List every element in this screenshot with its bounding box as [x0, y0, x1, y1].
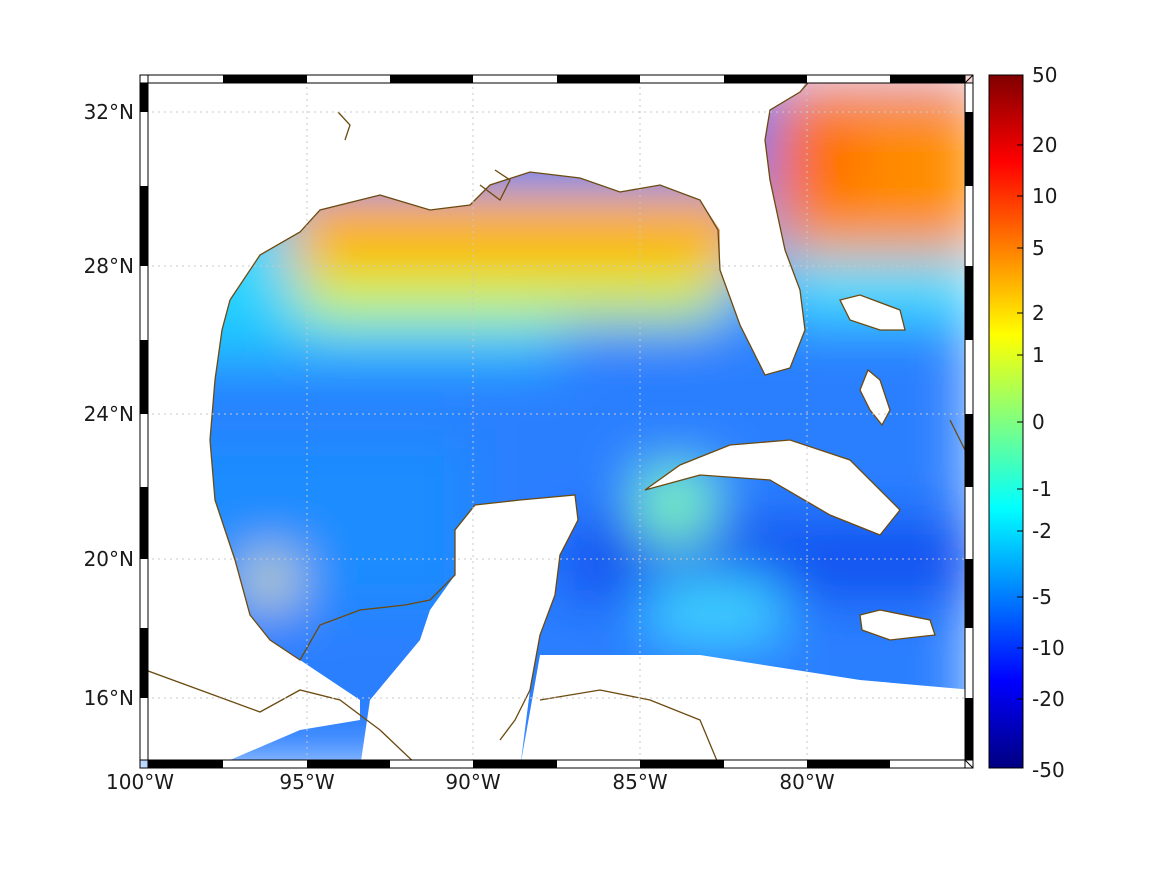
x-tick-label: 85°W	[612, 770, 667, 794]
colorbar-label: 20	[1032, 133, 1057, 157]
colorbar-label: 1	[1032, 343, 1045, 367]
colorbar-ticks	[1017, 144, 1023, 700]
colorbar-label: -10	[1032, 636, 1065, 660]
x-tick-label: 80°W	[779, 770, 834, 794]
colorbar-label: 50	[1032, 63, 1057, 87]
colorbar-label: -2	[1032, 519, 1052, 543]
map-frame	[139, 74, 974, 769]
colorbar-label: -5	[1032, 585, 1052, 609]
colorbar-label: 5	[1032, 236, 1045, 260]
land-areas	[140, 75, 973, 768]
coastlines	[140, 75, 973, 768]
colorbar-label: 0	[1032, 410, 1045, 434]
grid-lines	[140, 75, 973, 768]
y-tick-label: 20°N	[84, 547, 134, 571]
colorbar-label: -50	[1032, 758, 1065, 782]
y-tick-label: 32°N	[84, 100, 134, 124]
colorbar-label: 2	[1032, 301, 1045, 325]
colorbar-label: 10	[1032, 184, 1057, 208]
colorbar-label: -1	[1032, 477, 1052, 501]
x-tick-label: 100°W	[106, 770, 174, 794]
y-tick-label: 16°N	[84, 686, 134, 710]
x-tick-label: 95°W	[279, 770, 334, 794]
y-axis-ticks: 32°N 28°N 24°N 20°N 16°N	[84, 100, 134, 710]
x-axis-ticks: 100°W 95°W 90°W 85°W 80°W	[106, 770, 835, 794]
colorbar: 50 20 10 5 2 1 0 -1 -2 -5 -10 -20 -50	[988, 63, 1065, 782]
x-tick-label: 90°W	[445, 770, 500, 794]
colorbar-label: -20	[1032, 687, 1065, 711]
y-tick-label: 24°N	[84, 402, 134, 426]
y-tick-label: 28°N	[84, 254, 134, 278]
